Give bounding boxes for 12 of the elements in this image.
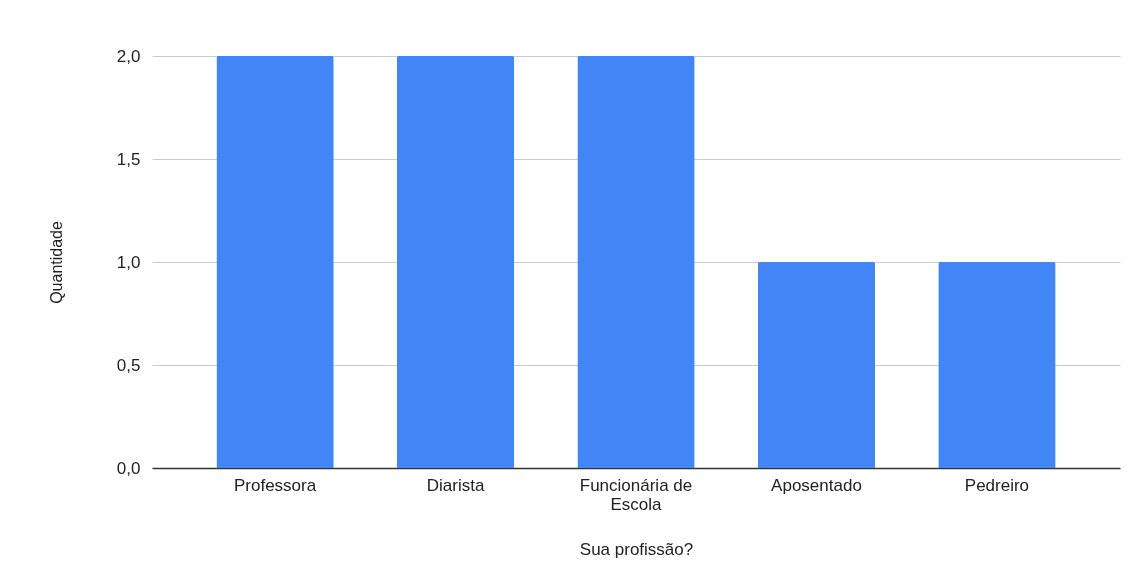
x-axis-title: Sua profissão?	[579, 539, 694, 559]
x-tick-label: Pedreiro	[964, 475, 1030, 495]
y-tick-label: 0,0	[116, 458, 141, 478]
x-tick-label: Diarista	[426, 475, 485, 495]
y-axis-title: Quantidade	[47, 221, 65, 304]
y-tick-label: 2,0	[116, 46, 141, 66]
y-tick-label: 1,5	[116, 149, 141, 169]
x-tick-label: Aposentado	[771, 475, 862, 495]
x-tick-label: Funcionária de Escola	[579, 475, 693, 514]
y-tick-label: 0,5	[116, 355, 141, 375]
y-tick-label: 1,0	[116, 252, 141, 272]
x-tick-label: Professora	[233, 475, 317, 495]
